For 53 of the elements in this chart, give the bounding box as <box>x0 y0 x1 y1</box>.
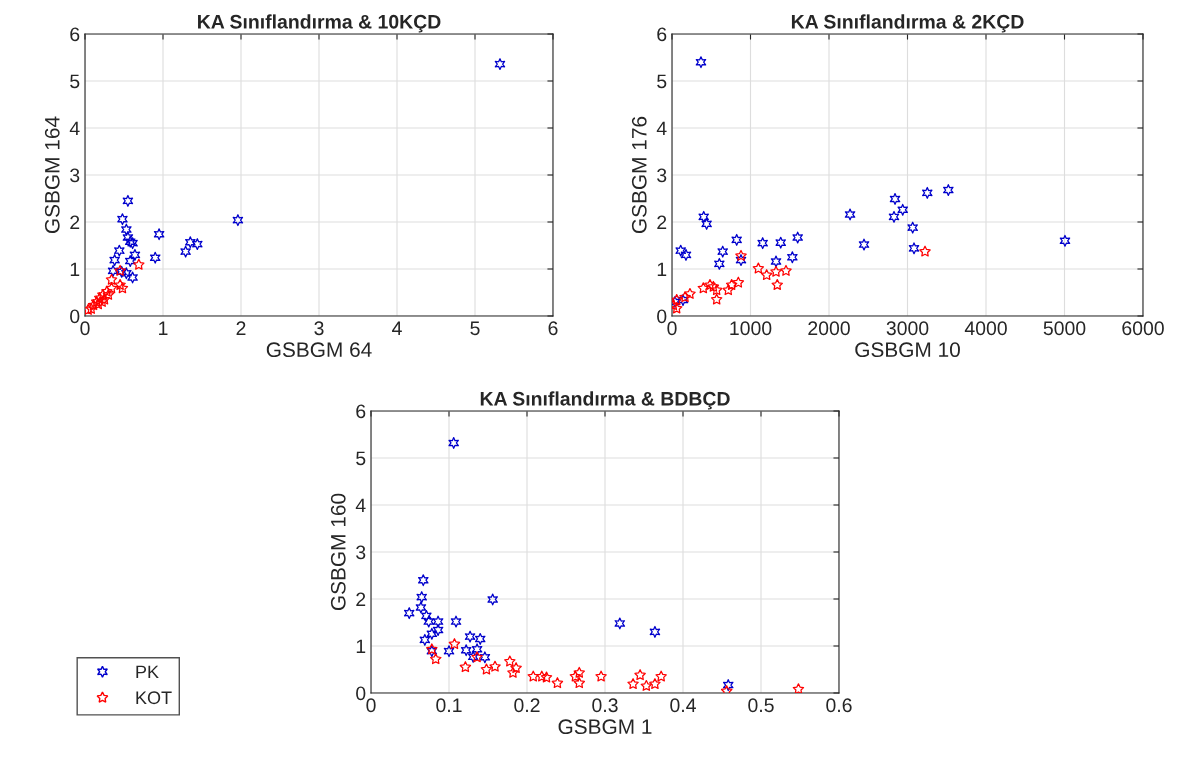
y-tick-label: 6 <box>356 404 366 419</box>
x-axis-title: GSBGM 64 <box>266 342 372 358</box>
chart-title: KA Sınıflandırma & BDBÇD <box>480 391 730 410</box>
x-tick-label: 1 <box>159 321 168 335</box>
x-tick-label: 0.5 <box>748 698 774 713</box>
x-tick-label: 6 <box>548 321 558 336</box>
legend-label: KOT <box>136 691 172 705</box>
y-axis-title: GSBGM 176 <box>631 116 647 233</box>
x-tick-label: 0 <box>667 321 677 336</box>
y-tick-label: 1 <box>657 262 667 277</box>
x-tick-label: 0 <box>80 321 90 336</box>
y-tick-label: 5 <box>657 74 667 89</box>
x-tick-label: 6000 <box>1122 321 1164 336</box>
y-tick-label: 0 <box>657 309 667 324</box>
x-tick-label: 2 <box>236 321 246 335</box>
y-tick-label: 6 <box>657 27 667 42</box>
y-tick-label: 5 <box>356 451 366 466</box>
x-tick-label: 0.4 <box>670 698 696 713</box>
x-tick-label: 2000 <box>808 321 850 336</box>
y-tick-label: 3 <box>70 168 80 183</box>
x-tick-label: 4 <box>392 321 402 335</box>
x-tick-label: 4000 <box>964 321 1007 336</box>
x-tick-label: 0.2 <box>514 698 540 713</box>
y-axis-title: GSBGM 164 <box>44 116 60 233</box>
y-tick-label: 2 <box>70 215 80 230</box>
y-tick-label: 3 <box>657 168 667 183</box>
x-tick-label: 3 <box>314 321 324 336</box>
x-tick-label: 0.1 <box>436 698 462 713</box>
chart-title: KA Sınıflandırma & 2KÇD <box>791 14 1024 33</box>
legend-label: PK <box>136 665 159 679</box>
y-axis-title: GSBGM 160 <box>330 493 346 610</box>
x-tick-label: 5000 <box>1043 321 1086 336</box>
y-tick-label: 4 <box>656 121 667 136</box>
x-tick-label: 3000 <box>886 321 929 336</box>
y-tick-label: 1 <box>356 639 366 654</box>
y-tick-label: 1 <box>70 262 80 277</box>
y-tick-label: 0 <box>70 309 80 324</box>
x-tick-label: 0.3 <box>592 698 618 713</box>
y-tick-label: 3 <box>356 545 366 560</box>
y-tick-label: 0 <box>356 686 366 701</box>
y-tick-label: 4 <box>69 121 80 136</box>
x-tick-label: 5 <box>470 321 480 336</box>
x-tick-label: 1000 <box>730 321 772 336</box>
y-tick-label: 2 <box>356 592 366 607</box>
y-tick-label: 2 <box>657 215 667 230</box>
x-axis-title: GSBGM 1 <box>558 719 652 735</box>
chart-title: KA Sınıflandırma & 10KÇD <box>198 14 441 33</box>
y-tick-label: 4 <box>355 498 366 513</box>
x-tick-label: 0.6 <box>826 698 852 713</box>
x-tick-label: 0 <box>366 698 376 713</box>
x-axis-title: GSBGM 10 <box>855 342 960 358</box>
y-tick-label: 5 <box>70 74 80 89</box>
y-tick-label: 6 <box>70 27 80 42</box>
